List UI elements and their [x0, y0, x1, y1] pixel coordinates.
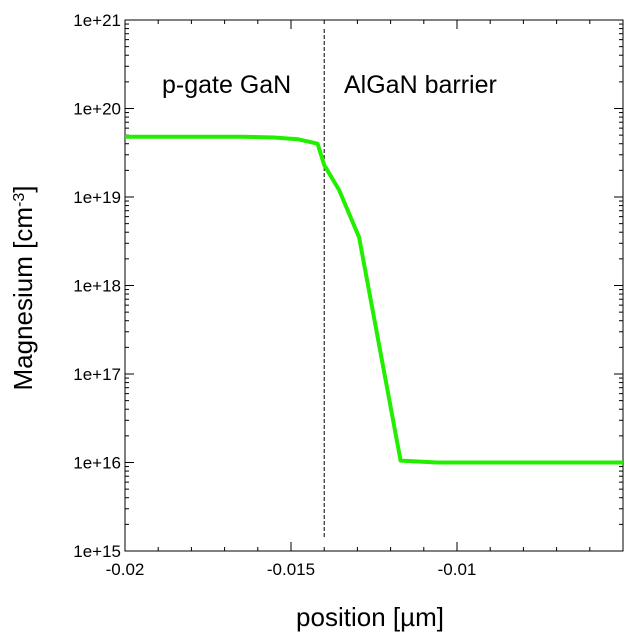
- x-axis-ticks: -0.02 -0.015 -0.01: [106, 20, 624, 579]
- y-tick-label: 1e+19: [73, 188, 121, 207]
- y-tick-label: 1e+18: [73, 277, 121, 296]
- annotation-p-gate-gan: p-gate GaN: [162, 71, 291, 99]
- x-tick-label: -0.015: [267, 560, 315, 579]
- x-tick-label: -0.01: [438, 560, 477, 579]
- y-tick-label: 1e+16: [73, 454, 121, 473]
- y-axis-ticks: 1e+15 1e+16 1e+17 1e+18 1e+19 1e+20 1e+21: [73, 11, 623, 561]
- annotation-algan-barrier: AlGaN barrier: [344, 71, 497, 99]
- y-tick-label: 1e+17: [73, 365, 121, 384]
- y-axis-title-close: ]: [8, 186, 38, 193]
- y-tick-label: 1e+20: [73, 100, 121, 119]
- plot-frame: [124, 19, 624, 552]
- series-line-magnesium: [125, 134, 623, 465]
- y-axis-title-exponent: -3: [11, 193, 28, 207]
- y-tick-label: 1e+15: [73, 542, 121, 561]
- y-axis-title-main: Magnesium [cm: [8, 207, 38, 391]
- y-axis-title: Magnesium [cm-3]: [8, 186, 38, 391]
- x-axis-title: position [µm]: [296, 602, 444, 632]
- y-tick-label: 1e+21: [73, 11, 121, 30]
- x-tick-label: -0.02: [106, 560, 145, 579]
